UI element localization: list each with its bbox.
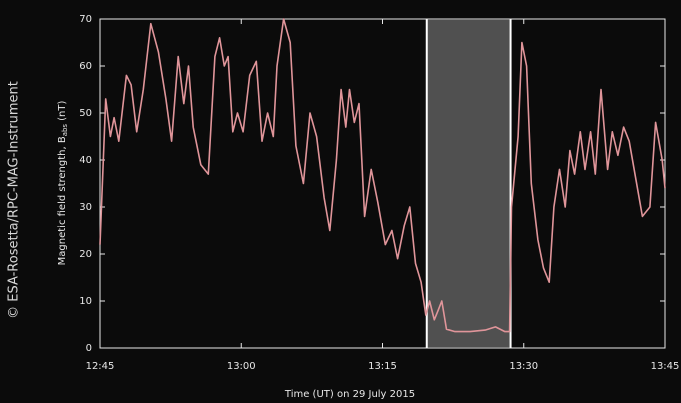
y-tick-label: 60 <box>79 61 92 72</box>
x-tick-label: 13:45 <box>651 361 680 372</box>
x-axis-label: Time (UT) on 29 July 2015 <box>284 389 415 400</box>
y-tick-label: 30 <box>79 202 92 213</box>
y-axis-label-main: Magnetic field strength, B <box>57 136 68 265</box>
y-tick-label: 40 <box>79 155 92 166</box>
y-axis-label-unit: (nT) <box>57 101 68 121</box>
y-tick-label: 10 <box>79 296 92 307</box>
y-tick-label: 50 <box>79 108 92 119</box>
y-axis-label: Magnetic field strength, Babs (nT) <box>57 101 69 266</box>
x-tick-label: 13:15 <box>368 361 397 372</box>
x-tick-label: 12:45 <box>86 361 115 372</box>
x-tick-label: 13:00 <box>227 361 256 372</box>
y-tick-label: 20 <box>79 249 92 260</box>
y-axis-label-sub: abs <box>61 124 69 137</box>
highlight-region <box>426 19 511 348</box>
y-tick-label: 0 <box>86 343 92 354</box>
watermark: © ESA-Rosetta/RPC-MAG-Instrument <box>7 81 22 319</box>
data-line <box>99 18 666 333</box>
x-tick-label: 13:30 <box>509 361 538 372</box>
y-tick-label: 70 <box>79 14 92 25</box>
